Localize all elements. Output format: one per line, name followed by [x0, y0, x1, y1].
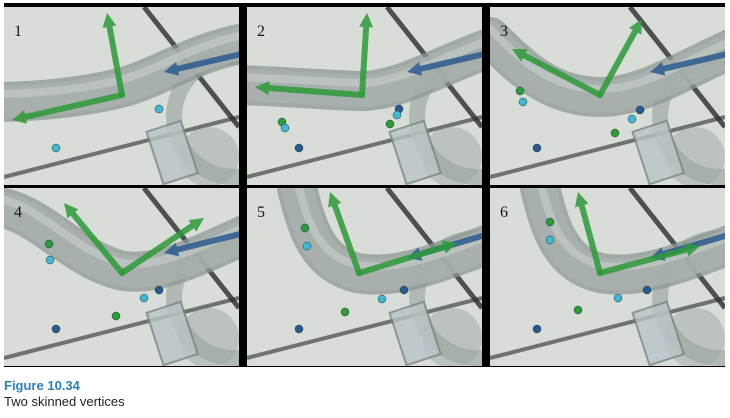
vertex-dot: [45, 255, 55, 265]
blue-bone-axis: [164, 51, 239, 76]
green-bone-axis: [597, 242, 700, 276]
vertex-dot: [111, 311, 121, 321]
green-bone-axis: [12, 92, 125, 124]
panel-render: [490, 7, 725, 185]
vertex-dot: [613, 293, 623, 303]
vertex-dot: [280, 123, 290, 133]
green-bone-axis: [356, 240, 457, 276]
panel-number: 1: [14, 23, 22, 40]
vertex-dot: [392, 110, 402, 120]
vertex-dot: [340, 307, 350, 317]
vertex-dot: [154, 104, 164, 114]
vertex-dot: [44, 239, 54, 249]
background-bar: [4, 115, 239, 179]
vertex-dot: [51, 324, 61, 334]
panel-render: [4, 7, 239, 185]
vertex-dot: [385, 119, 395, 129]
clamp-block: [145, 300, 200, 366]
figure-grid: 1 2 3 4 5 6: [4, 3, 725, 367]
vertex-dot: [294, 324, 304, 334]
vertex-dot: [399, 285, 409, 295]
figure-caption: Figure 10.34 Two skinned vertices: [4, 378, 125, 410]
vertex-dot: [377, 294, 387, 304]
background-bar: [4, 296, 239, 360]
figure-panel-6: 6: [490, 188, 725, 366]
panel-number: 4: [14, 204, 22, 221]
panel-render: [247, 7, 482, 185]
blue-bone-axis: [650, 51, 725, 76]
vertex-dot: [545, 235, 555, 245]
clamp-block: [388, 119, 443, 185]
caption-label: Figure 10.34: [4, 378, 80, 393]
vertex-dot: [627, 114, 637, 124]
green-bone-axis: [102, 13, 125, 98]
vertex-dot: [154, 285, 164, 295]
vertex-dot: [532, 143, 542, 153]
figure-panel-2: 2: [247, 7, 482, 185]
vertex-dot: [302, 241, 312, 251]
caption-text: Two skinned vertices: [4, 394, 125, 409]
clamp-block: [631, 119, 686, 185]
vertex-dot: [545, 217, 555, 227]
panel-render: [490, 188, 725, 366]
green-bone-axis: [597, 19, 642, 98]
green-bone-axis: [255, 81, 365, 98]
vertex-dot: [139, 293, 149, 303]
vertex-dot: [294, 143, 304, 153]
panel-number: 3: [500, 23, 508, 40]
background-bar: [247, 296, 482, 360]
figure-panel-5: 5: [247, 188, 482, 366]
vertex-dot: [300, 223, 310, 233]
green-bone-axis: [328, 192, 362, 276]
panel-number: 6: [500, 204, 508, 221]
background-bar: [247, 115, 482, 179]
background-bar: [490, 296, 725, 360]
figure-panel-4: 4: [4, 188, 239, 366]
blue-bone-axis: [407, 51, 482, 76]
vertex-dot: [518, 97, 528, 107]
panel-render: [247, 188, 482, 366]
figure-panel-1: 1: [4, 7, 239, 185]
vertex-dot: [610, 128, 620, 138]
figure-panel-3: 3: [490, 7, 725, 185]
green-bone-axis: [119, 218, 204, 276]
vertex-dot: [532, 324, 542, 334]
clamp-block: [631, 300, 686, 366]
clamp-block: [145, 119, 200, 185]
vertex-dot: [635, 105, 645, 115]
vertex-dot: [515, 86, 525, 96]
panel-number: 5: [257, 204, 265, 221]
blue-bone-axis: [164, 231, 239, 257]
green-bone-axis: [512, 49, 603, 98]
green-bone-axis: [359, 13, 374, 98]
clamp-block: [388, 300, 443, 366]
vertex-dot: [642, 285, 652, 295]
vertex-dot: [573, 305, 583, 315]
panel-render: [4, 188, 239, 366]
green-bone-axis: [64, 203, 125, 276]
green-bone-axis: [574, 192, 603, 276]
panel-number: 2: [257, 23, 265, 40]
vertex-dot: [51, 143, 61, 153]
background-bar: [490, 115, 725, 179]
